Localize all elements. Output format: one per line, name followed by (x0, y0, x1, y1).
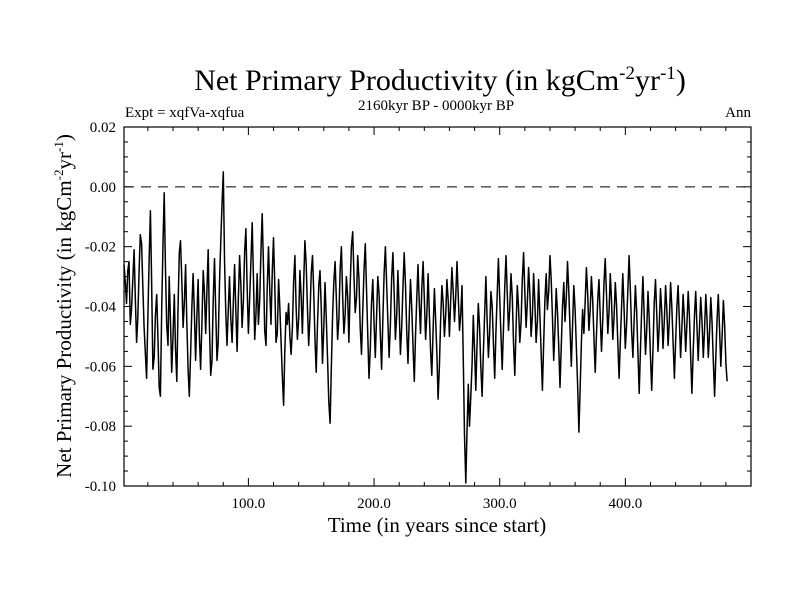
y-tick-label: -0.10 (85, 479, 116, 495)
subtitle-period: 2160kyr BP - 0000kyr BP (358, 98, 514, 114)
y-tick-label: 0.00 (90, 180, 116, 196)
y-axis: 0.02 0.00 -0.02 -0.04 -0.06 -0.08 -0.10 (85, 120, 751, 495)
expt-label: Expt = xqfVa-xqfua (125, 105, 245, 121)
y-axis-label: Net Primary Productivity (in kgCm-2yr-1) (51, 134, 76, 478)
chart-title: Net Primary Productivity (in kgCm-2yr-1) (194, 63, 686, 97)
x-axis: 100.0 200.0 300.0 400.0 (147, 127, 727, 512)
season-label: Ann (725, 105, 751, 121)
x-tick-label: 100.0 (232, 496, 266, 512)
y-tick-label: -0.08 (85, 419, 116, 435)
npp-series-line (123, 171, 728, 484)
x-tick-label: 400.0 (608, 496, 642, 512)
y-tick-label: -0.06 (85, 359, 117, 375)
y-tick-label: 0.02 (90, 120, 116, 136)
y-tick-label: -0.02 (85, 240, 116, 256)
y-tick-label: -0.04 (85, 300, 117, 316)
x-axis-label: Time (in years since start) (328, 513, 547, 537)
x-tick-label: 200.0 (357, 496, 391, 512)
x-tick-label: 300.0 (483, 496, 517, 512)
